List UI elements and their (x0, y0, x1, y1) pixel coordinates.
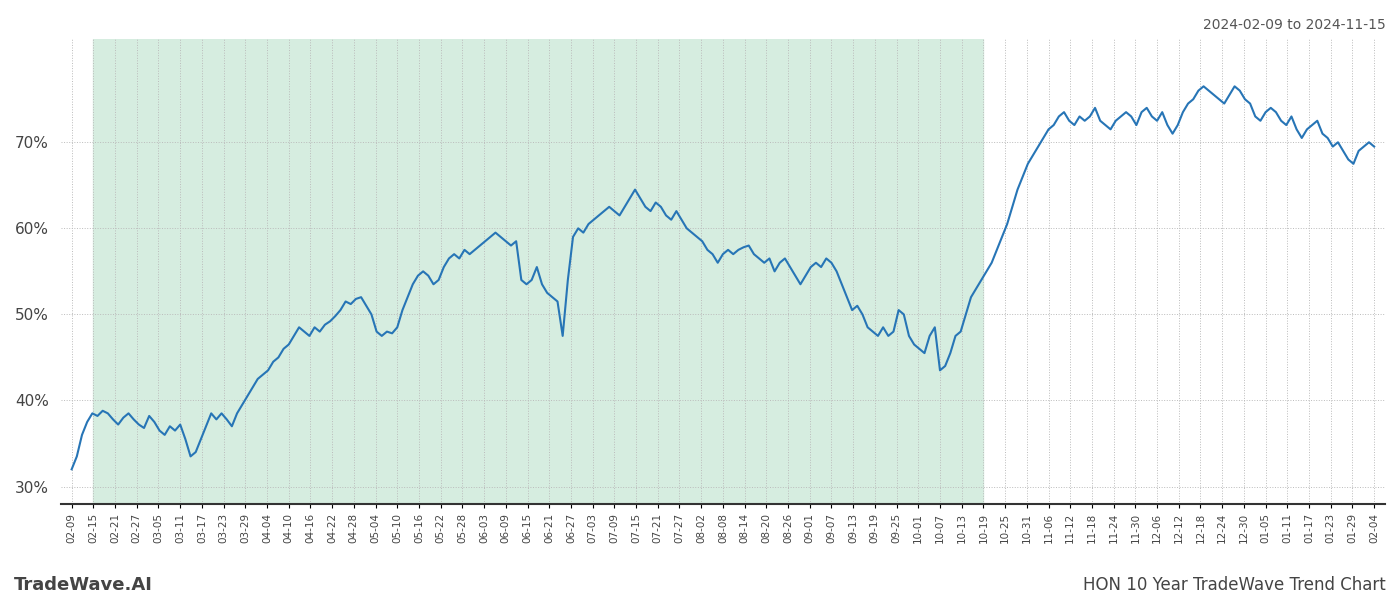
Bar (94, 39, 983, 504)
Text: 2024-02-09 to 2024-11-15: 2024-02-09 to 2024-11-15 (1203, 18, 1386, 32)
Text: TradeWave.AI: TradeWave.AI (14, 576, 153, 594)
Text: HON 10 Year TradeWave Trend Chart: HON 10 Year TradeWave Trend Chart (1084, 576, 1386, 594)
